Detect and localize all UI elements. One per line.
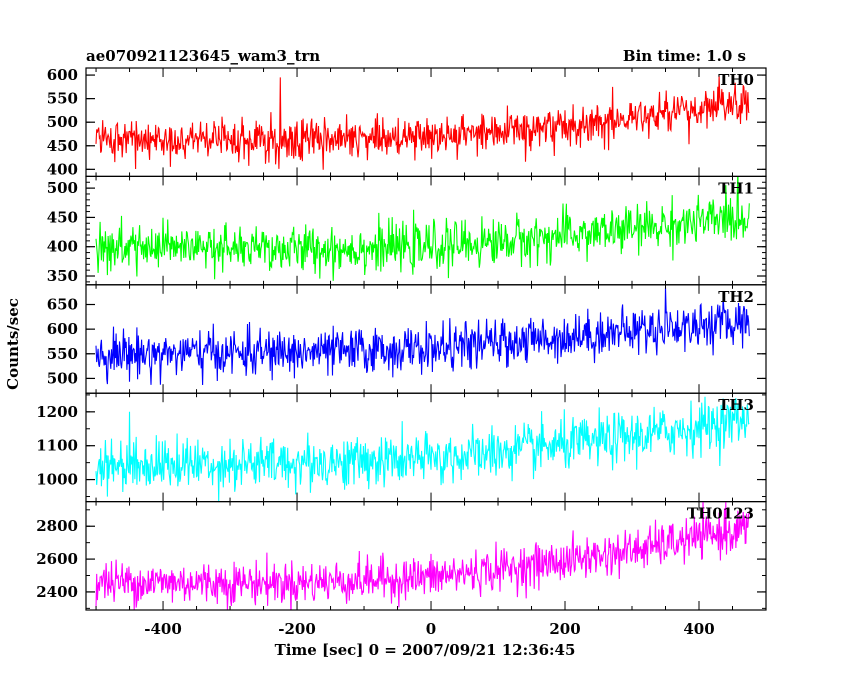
panel-th3: 1000 1100 1200 TH3 xyxy=(36,392,767,503)
plot-title: ae070921123645_wam3_trn xyxy=(86,47,320,65)
y-tick-label: 1200 xyxy=(36,403,78,421)
y-tick-label: 2800 xyxy=(36,517,78,535)
panel-label-th0123: TH0123 xyxy=(687,505,754,523)
panel-th0: 400 450 500 550 600 TH0 xyxy=(47,66,767,178)
y-tick-label: 2400 xyxy=(36,583,78,601)
panel-th0123: 2400 2600 2800 TH0123 xyxy=(36,501,767,611)
series-line-th0 xyxy=(95,75,750,170)
y-tick-label: 1100 xyxy=(36,437,78,455)
panel-label-th0: TH0 xyxy=(718,71,754,89)
y-tick-label: 650 xyxy=(47,296,78,314)
panel-label-th2: TH2 xyxy=(718,288,754,306)
series-line-th3 xyxy=(95,396,750,502)
series-line-th2 xyxy=(95,287,750,386)
y-tick-label: 550 xyxy=(47,90,78,108)
y-tick-label: 450 xyxy=(47,208,78,226)
x-axis: -400 -200 0 200 400 xyxy=(144,620,714,638)
panel-label-th1: TH1 xyxy=(718,179,754,197)
x-axis-label: Time [sec] 0 = 2007/09/21 12:36:45 xyxy=(275,641,576,659)
y-tick-label: 350 xyxy=(47,267,78,285)
y-axis-label: Counts/sec xyxy=(4,298,22,390)
panel-label-th3: TH3 xyxy=(718,396,754,414)
y-tick-label: 500 xyxy=(47,179,78,197)
y-tick-label: 550 xyxy=(47,345,78,363)
y-tick-label: 400 xyxy=(47,160,78,178)
bin-time-label: Bin time: 1.0 s xyxy=(623,47,746,65)
y-tick-label: 400 xyxy=(47,238,78,256)
y-tick-label: 500 xyxy=(47,113,78,131)
x-tick-label: 400 xyxy=(683,620,714,638)
panel-frame xyxy=(85,67,767,178)
y-tick-label: 1000 xyxy=(36,471,78,489)
x-tick-label: 0 xyxy=(426,620,436,638)
y-tick-label: 500 xyxy=(47,369,78,387)
y-tick-label: 600 xyxy=(47,66,78,84)
x-tick-label: -400 xyxy=(144,620,182,638)
series-line-th0123 xyxy=(95,501,750,611)
x-tick-label: -200 xyxy=(278,620,316,638)
x-tick-label: 200 xyxy=(549,620,580,638)
y-tick-label: 450 xyxy=(47,137,78,155)
y-tick-label: 2600 xyxy=(36,550,78,568)
panel-th1: 350 400 450 500 TH1 xyxy=(47,175,767,286)
series-line-th1 xyxy=(95,176,750,281)
y-tick-label: 600 xyxy=(47,320,78,338)
panels-group: 400 450 500 550 600 TH0 350 400 450 500 TH1 500 550 6… xyxy=(36,66,767,611)
panel-th2: 500 550 600 650 TH2 xyxy=(47,284,767,394)
panel-frame xyxy=(85,501,767,611)
